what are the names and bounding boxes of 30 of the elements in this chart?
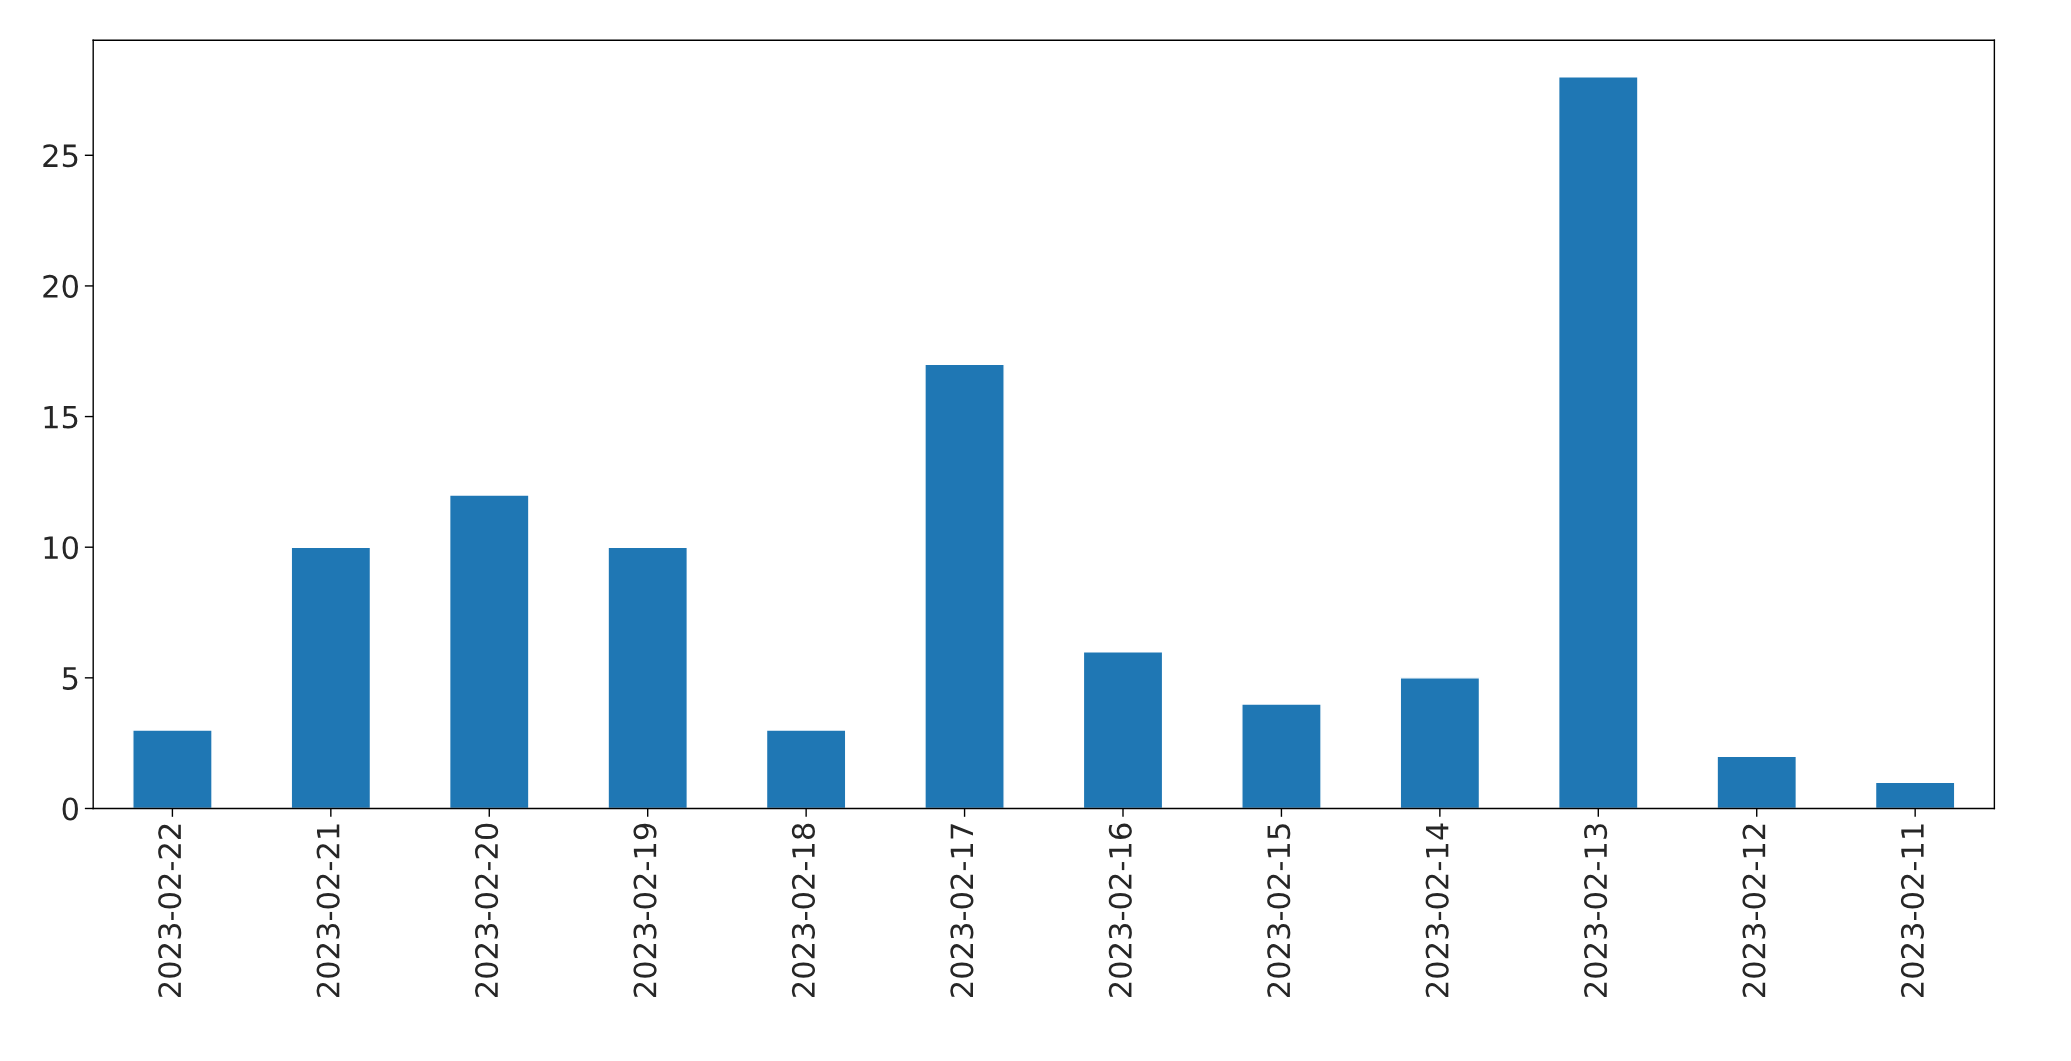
- x-tick-label: 2023-02-19: [633, 823, 657, 998]
- x-tick-label: 2023-02-16: [1108, 823, 1132, 998]
- bar: [1241, 703, 1322, 809]
- y-tick-label: 20: [43, 274, 78, 298]
- x-tick-label: 2023-02-18: [791, 823, 815, 998]
- bar: [1557, 76, 1639, 809]
- bar: [1716, 755, 1798, 809]
- y-tick-label: 0: [62, 797, 78, 821]
- x-tick-label: 2023-02-11: [1900, 824, 1925, 998]
- x-tick-label: 2023-02-13: [1584, 824, 1608, 998]
- x-tick-label: 2023-02-12: [1742, 824, 1766, 998]
- x-tick-label: 2023-02-17: [950, 824, 974, 998]
- y-tick-label: 25: [43, 144, 78, 168]
- y-tick-label: 10: [44, 536, 78, 560]
- bar: [1874, 781, 1956, 809]
- x-tick-label: 2023-02-20: [475, 823, 499, 998]
- bar: [1399, 677, 1481, 809]
- bar: [924, 363, 1005, 809]
- x-tick-label: 2023-02-14: [1425, 823, 1449, 998]
- x-tick-label: 2023-02-21: [316, 824, 340, 998]
- y-tick-label: 5: [62, 667, 78, 690]
- x-tick-label: 2023-02-15: [1267, 824, 1291, 998]
- bar: [448, 494, 530, 809]
- bar: [1082, 651, 1164, 809]
- y-tick-label: 15: [44, 405, 78, 429]
- x-tick-label: 2023-02-22: [158, 824, 182, 998]
- bar: [132, 729, 213, 809]
- bar: [765, 729, 847, 809]
- bar: [290, 546, 372, 809]
- bar: [607, 546, 689, 809]
